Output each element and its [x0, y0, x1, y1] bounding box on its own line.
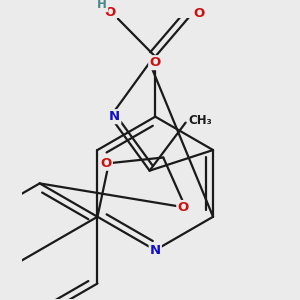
- Text: O: O: [177, 201, 188, 214]
- Text: N: N: [150, 244, 161, 256]
- Text: O: O: [104, 6, 116, 19]
- Text: O: O: [100, 157, 112, 170]
- Text: H: H: [97, 0, 107, 11]
- Text: CH₃: CH₃: [189, 114, 212, 127]
- Text: O: O: [194, 7, 205, 20]
- Text: O: O: [149, 56, 160, 69]
- Text: N: N: [109, 110, 120, 123]
